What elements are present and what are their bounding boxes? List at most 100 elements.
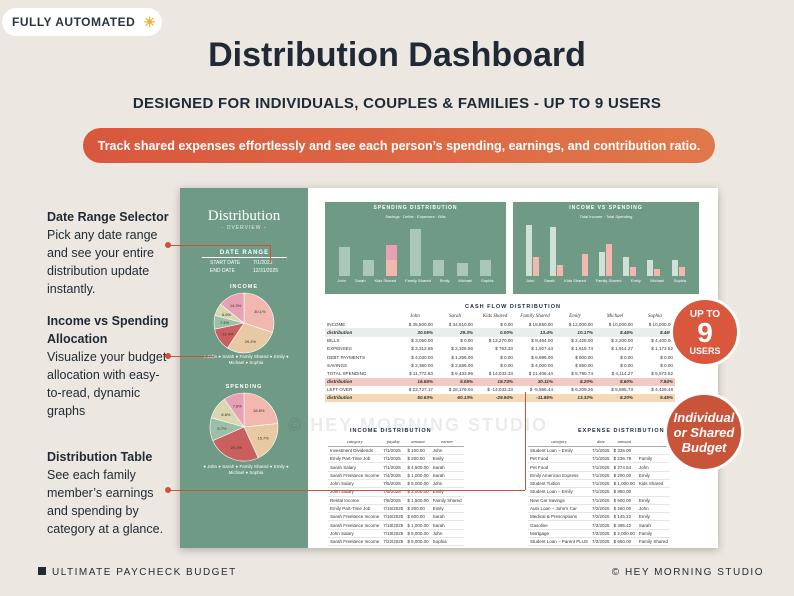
column-header: category xyxy=(528,438,591,447)
row-label: INCOME xyxy=(327,321,346,327)
table-row: Student Loan – Parent PLUS 7/2/2025 $ 650.… xyxy=(528,537,670,547)
table-cell: $ 763.33 xyxy=(495,346,513,352)
table-cell: 7/5/2025 xyxy=(381,487,406,497)
table-cell: $ 4,400.00 xyxy=(651,338,673,344)
pie-slice-label: 29.2% xyxy=(245,339,257,344)
column-header: payday xyxy=(381,438,406,447)
x-label: Family Shared xyxy=(595,278,622,283)
table-cell: Student Loan – Emily xyxy=(528,487,591,497)
table-cell: 16.56% xyxy=(417,379,433,385)
spreadsheet-preview: Distribution - OVERVIEW - DATE RANGE STA… xyxy=(180,188,718,548)
table-row: New Car Savings 7/1/2025 $ 500.00 Emily xyxy=(528,496,670,505)
table-cell: $ 145.22 xyxy=(611,512,637,522)
column-header: John xyxy=(410,313,420,319)
table-cell: Sarah Freelance Income xyxy=(328,471,382,481)
start-date-label: START DATE xyxy=(210,260,241,266)
table-cell: Emily xyxy=(430,454,464,464)
table-cell: Pet Food xyxy=(528,462,591,472)
table-cell: Sarah Salary xyxy=(328,462,382,472)
table-cell: 8.20% xyxy=(579,379,593,385)
table-cell: $ 1,914.27 xyxy=(611,346,633,352)
table-cell: John Salary xyxy=(328,479,382,489)
up-to-9-users-badge: UP TO 9 USERS xyxy=(670,297,740,367)
pie-slice xyxy=(243,392,279,428)
spending-pie-label: SPENDING xyxy=(225,384,263,390)
end-date-value[interactable]: 12/31/2025 xyxy=(253,268,279,274)
table-cell: $ 35,500.00 xyxy=(408,321,433,327)
table-cell: $ 6,209.26 xyxy=(571,387,593,393)
legend-expenses: Expenses xyxy=(417,214,435,219)
table-cell: $ 8,464.00 xyxy=(531,338,553,344)
fully-automated-badge: FULLY AUTOMATED ☀ xyxy=(2,8,162,36)
table-cell: Emily American Express xyxy=(528,471,591,481)
table-cell: Medical & Prescriptions xyxy=(528,512,591,522)
table-cell: Family Shared xyxy=(430,496,464,505)
legend-total-spending: Total Spending xyxy=(605,214,633,219)
table-cell: Emily xyxy=(636,512,670,522)
spending-pie-chart: 18.6% 15.7% 20.1% 8.7% 8.6%7.8% xyxy=(209,392,279,462)
table-row: Pet Food 7/1/2025 $ 274.54 John xyxy=(528,462,670,472)
pie-slice-label: 18.6% xyxy=(253,408,265,413)
badge-line: or Shared xyxy=(673,424,735,440)
row-label: SAVINGS xyxy=(327,362,348,368)
row-label: BILLS xyxy=(327,338,340,344)
table-cell: -11.86% xyxy=(536,395,553,401)
row-label: distribution xyxy=(327,379,353,385)
table-row: Student Loan – Emily 7/1/2025 $ 850.00 xyxy=(528,487,670,497)
end-date-label: END DATE xyxy=(210,268,235,274)
spending-bar-segment xyxy=(386,260,398,276)
x-label: Sophia xyxy=(673,278,687,283)
x-label: Sophia xyxy=(481,278,494,283)
table-cell: $ 1,927.44 xyxy=(531,346,553,352)
table-cell: $ 34,610.00 xyxy=(448,321,473,327)
table-cell: $ 2,000.00 xyxy=(611,529,637,539)
table-cell: $ 3,050.00 xyxy=(411,338,433,344)
badge-top-text: UP TO xyxy=(689,308,721,320)
badge-number: 9 xyxy=(697,316,713,348)
table-cell: 7/1/2025 xyxy=(381,454,406,464)
page-title: Distribution Dashboard xyxy=(208,36,586,74)
spending-bar-segment xyxy=(362,260,374,276)
table-row: distribution 50.63% 60.13% -29.94% -11.86% 13… xyxy=(325,393,675,403)
table-cell: 7/2/2025 xyxy=(590,537,612,547)
column-header: earner xyxy=(430,438,464,447)
table-cell: 8.20% xyxy=(619,395,633,401)
table-cell: Emily xyxy=(430,504,464,514)
ivs-bar xyxy=(533,257,539,276)
table-cell: $ 10,000.00 xyxy=(648,321,673,327)
table-cell: 7/5/2025 xyxy=(381,479,406,489)
column-header: Michael xyxy=(606,313,624,319)
pie-slice-label: 14.3% xyxy=(230,303,242,308)
individual-shared-budget-badge: Individual or Shared Budget xyxy=(664,392,744,472)
ivs-bar xyxy=(526,224,532,276)
table-cell: Sarah xyxy=(430,512,464,522)
table-cell: Student Tuition xyxy=(528,479,591,489)
spending-bar-segment xyxy=(456,263,468,276)
table-row: Sarah Salary 7/1/2025 $ 4,500.00 Sarah xyxy=(328,462,464,472)
footer-left-text: ULTIMATE PAYCHECK BUDGET xyxy=(52,567,237,578)
row-label: distribution xyxy=(327,329,353,335)
ivs-chart-legend: Total Income · Total Spending xyxy=(579,214,633,219)
table-row: John Salary 7/5/2025 $ 5,000.00 John xyxy=(328,479,464,489)
column-header: date xyxy=(590,438,612,447)
table-cell: $ 10,000.00 xyxy=(608,321,633,327)
pie-slice xyxy=(243,423,279,459)
x-label: Family Shared xyxy=(405,278,431,283)
table-row: Investment Dividends 7/1/2025 $ 100.00 John xyxy=(328,446,464,456)
start-date-value[interactable]: 7/1/2025 xyxy=(253,260,273,266)
table-row: John Salary 7/19/2025 $ 5,000.00 John xyxy=(328,529,464,539)
table-cell: $ 850.00 xyxy=(575,362,593,368)
table-row: Emily Part-Time Job 7/1/2025 $ 200.00 Emily xyxy=(328,454,464,464)
table-cell: $ 6,433.96 xyxy=(451,370,473,376)
table-cell: 7/2/2025 xyxy=(590,512,612,522)
pie-slice-label: 7.4% xyxy=(220,320,230,325)
table-cell: 7/8/2025 xyxy=(381,496,406,505)
table-cell: $ 14,033.33 xyxy=(488,370,513,376)
table-row: distribution 30.05% 29.3% 0.00% 13.4% 10.17% 8… xyxy=(325,328,675,337)
table-cell: $ 1,173.52 xyxy=(651,346,673,352)
feature-income-spending: Income vs Spending Allocation Visualize … xyxy=(47,312,172,420)
badge-line: Budget xyxy=(681,439,727,455)
table-cell: $ 13,270.00 xyxy=(488,338,513,344)
legend-savings: Savings xyxy=(385,214,400,219)
table-cell: 7/16/2025 xyxy=(381,512,406,522)
